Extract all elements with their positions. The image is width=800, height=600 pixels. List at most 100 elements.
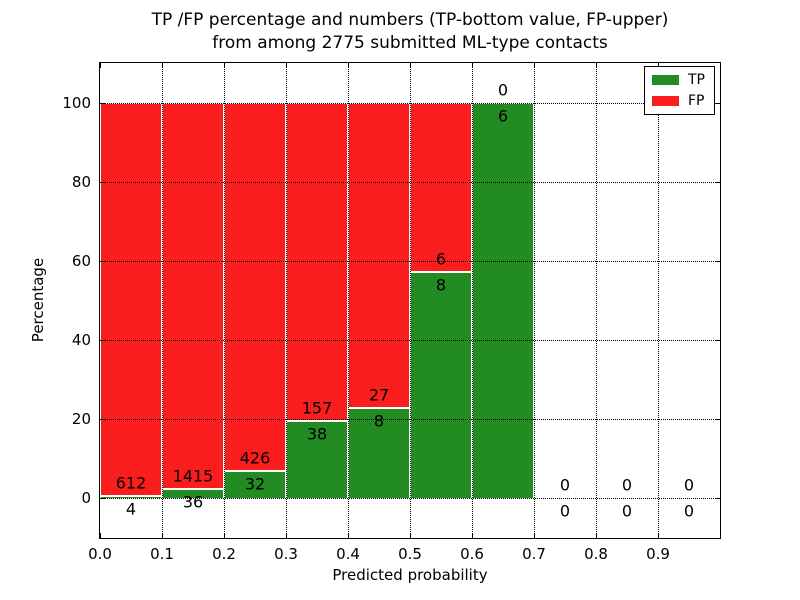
- tp-bar-segment: [410, 272, 472, 499]
- y-tick-mark: [715, 340, 720, 342]
- x-tick-label: 0.9: [646, 545, 670, 563]
- x-tick-label: 0.2: [212, 545, 236, 563]
- tp-bar-segment: [224, 470, 286, 499]
- x-tick-mark: [534, 533, 535, 538]
- vertical-gridline: [410, 63, 411, 538]
- x-tick-label: 0.4: [336, 545, 360, 563]
- x-tick-label: 0.1: [150, 545, 174, 563]
- fp-count-label: 27: [368, 385, 390, 405]
- y-tick-mark: [100, 260, 105, 262]
- x-axis-label: Predicted probability: [332, 566, 488, 584]
- x-tick-mark: [224, 63, 225, 68]
- x-tick-mark: [224, 533, 225, 538]
- tp-bar-segment: [286, 421, 348, 499]
- x-tick-mark: [410, 63, 411, 68]
- legend-item-tp: TP: [652, 73, 705, 87]
- x-tick-mark: [410, 533, 411, 538]
- tp-count-label: 8: [435, 275, 447, 295]
- y-tick-label: 20: [71, 410, 91, 429]
- legend-label-tp: TP: [688, 72, 705, 88]
- y-tick-label: 100: [62, 93, 91, 112]
- fp-legend-swatch-icon: [652, 96, 679, 106]
- fp-count-label: 1415: [172, 466, 214, 486]
- legend-label-fp: FP: [688, 93, 705, 109]
- tp-count-label: 32: [244, 474, 266, 494]
- x-tick-mark: [534, 63, 535, 68]
- fp-bar-segment: [224, 102, 286, 471]
- vertical-gridline: [534, 63, 535, 538]
- vertical-gridline: [224, 63, 225, 538]
- x-tick-label: 0.0: [88, 545, 112, 563]
- tp-bar-segment: [472, 102, 534, 499]
- tp-bar-segment: [100, 495, 162, 499]
- x-tick-mark: [348, 533, 349, 538]
- fp-count-label: 612: [115, 473, 147, 493]
- fp-count-label: 426: [239, 448, 271, 468]
- vertical-gridline: [286, 63, 287, 538]
- x-tick-mark: [472, 533, 473, 538]
- x-tick-mark: [596, 533, 597, 538]
- legend: TP FP: [644, 66, 715, 115]
- y-tick-label: 80: [71, 172, 91, 191]
- tp-count-label: 38: [306, 424, 328, 444]
- fp-bar-segment: [100, 102, 162, 496]
- tp-count-label: 0: [559, 501, 571, 521]
- chart-title: TP /FP percentage and numbers (TP-bottom…: [100, 9, 720, 55]
- fp-bar-segment: [410, 102, 472, 273]
- x-tick-mark: [162, 63, 163, 68]
- tp-count-label: 6: [497, 106, 509, 126]
- x-tick-mark: [348, 63, 349, 68]
- tp-count-label: 36: [182, 492, 204, 512]
- fp-count-label: 0: [683, 475, 695, 495]
- fp-count-label: 0: [559, 475, 571, 495]
- tp-count-label: 8: [373, 411, 385, 431]
- fp-bar-segment: [286, 102, 348, 422]
- fp-count-label: 157: [301, 398, 333, 418]
- x-tick-mark: [162, 533, 163, 538]
- chart-title-line2: from among 2775 submitted ML-type contac…: [212, 33, 608, 53]
- x-tick-mark: [100, 533, 101, 538]
- fp-bar-segment: [162, 102, 224, 489]
- fp-bar-segment: [348, 102, 410, 408]
- x-tick-mark: [658, 533, 659, 538]
- vertical-gridline: [348, 63, 349, 538]
- chart-title-line1: TP /FP percentage and numbers (TP-bottom…: [151, 10, 669, 30]
- y-tick-label: 0: [81, 489, 91, 508]
- legend-item-fp: FP: [652, 94, 705, 108]
- vertical-gridline: [596, 63, 597, 538]
- fp-count-label: 0: [621, 475, 633, 495]
- fp-count-label: 6: [435, 249, 447, 269]
- x-tick-mark: [286, 63, 287, 68]
- y-tick-label: 40: [71, 331, 91, 350]
- y-tick-mark: [100, 340, 105, 342]
- y-tick-mark: [715, 260, 720, 262]
- tp-legend-swatch-icon: [652, 75, 679, 85]
- tp-count-label: 0: [621, 501, 633, 521]
- x-tick-label: 0.5: [398, 545, 422, 563]
- fp-count-label: 0: [497, 80, 509, 100]
- x-tick-mark: [472, 63, 473, 68]
- y-tick-mark: [715, 102, 720, 104]
- x-tick-label: 0.7: [522, 545, 546, 563]
- y-tick-mark: [715, 498, 720, 500]
- y-tick-mark: [715, 419, 720, 421]
- y-tick-mark: [100, 181, 105, 183]
- x-tick-mark: [286, 533, 287, 538]
- tp-bar-segment: [348, 407, 410, 499]
- y-axis-label: Percentage: [29, 257, 47, 343]
- x-tick-label: 0.3: [274, 545, 298, 563]
- y-tick-mark: [100, 419, 105, 421]
- vertical-gridline: [472, 63, 473, 538]
- x-tick-mark: [596, 63, 597, 68]
- x-tick-mark: [100, 63, 101, 68]
- tp-count-label: 0: [683, 501, 695, 521]
- y-tick-mark: [715, 181, 720, 183]
- y-tick-label: 60: [71, 251, 91, 270]
- x-tick-mark: [658, 63, 659, 68]
- y-tick-mark: [100, 102, 105, 104]
- vertical-gridline: [162, 63, 163, 538]
- vertical-gridline: [658, 63, 659, 538]
- x-tick-label: 0.8: [584, 545, 608, 563]
- tp-count-label: 4: [125, 499, 137, 519]
